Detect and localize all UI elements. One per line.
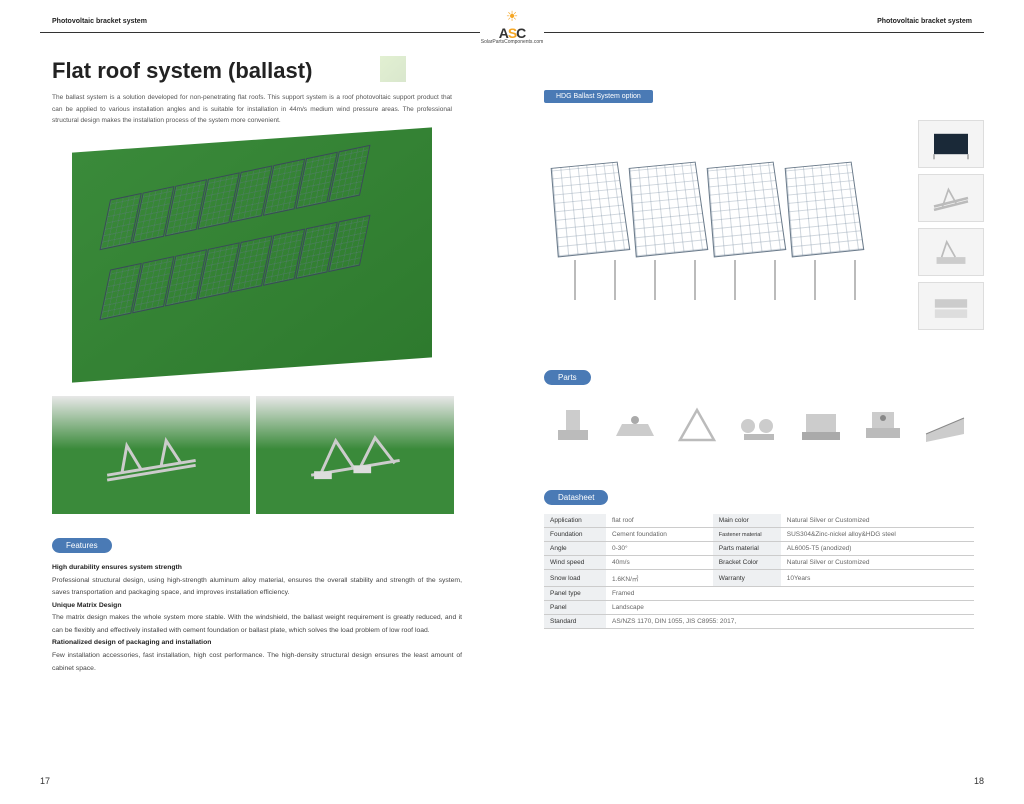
table-row: Wind speed 40m/s Bracket Color Natural S… xyxy=(544,556,974,570)
solar-panel-icon xyxy=(380,56,406,82)
hdg-option-label: HDG Ballast System option xyxy=(544,90,653,103)
table-row: Panel type Framed xyxy=(544,587,974,601)
thumbnail-3 xyxy=(918,228,984,276)
thumbnail-2 xyxy=(918,174,984,222)
feature-p1: Professional structural design, using hi… xyxy=(52,577,462,597)
page-number-right: 18 xyxy=(974,776,984,786)
datasheet-table: Application flat roof Main color Natural… xyxy=(544,514,974,629)
intro-paragraph: The ballast system is a solution develop… xyxy=(52,92,452,127)
features-heading-pill: Features xyxy=(52,538,112,553)
table-row: Application flat roof Main color Natural… xyxy=(544,514,974,528)
thumbnail-4 xyxy=(918,282,984,330)
detail-image-left xyxy=(52,396,250,514)
part-clamp xyxy=(544,400,602,452)
table-row: Angle 0-30° Parts material AL6005-T5 (an… xyxy=(544,542,974,556)
parts-heading-pill: Parts xyxy=(544,370,591,385)
feature-p2: The matrix design makes the whole system… xyxy=(52,614,462,634)
feature-h2: Unique Matrix Design xyxy=(52,602,122,609)
table-row: Foundation Cement foundation Fastener ma… xyxy=(544,528,974,542)
table-row: Panel Landscape xyxy=(544,601,974,615)
part-triangle xyxy=(668,400,726,452)
table-row: Standard AS/NZS 1170, DIN 1055, JIS C895… xyxy=(544,615,974,629)
detail-image-right xyxy=(256,396,454,514)
feature-p3: Few installation accessories, fast insta… xyxy=(52,652,462,672)
datasheet-heading-pill: Datasheet xyxy=(544,490,608,505)
page-number-left: 17 xyxy=(40,776,50,786)
feature-h1: High durability ensures system strength xyxy=(52,564,182,571)
main-render-image xyxy=(72,127,432,382)
part-mid-clamp xyxy=(854,400,912,452)
part-mount xyxy=(792,400,850,452)
feature-h3: Rationalized design of packaging and ins… xyxy=(52,639,211,646)
header-text-left: Photovoltaic bracket system xyxy=(52,18,147,25)
header-rule-left xyxy=(40,32,480,33)
parts-row xyxy=(544,396,974,456)
part-rail xyxy=(916,400,974,452)
thumbnail-1 xyxy=(918,120,984,168)
hdg-render-image xyxy=(544,120,904,340)
table-row: Snow load 1.6KN/㎡ Warranty 10Years xyxy=(544,570,974,587)
part-base xyxy=(606,400,664,452)
brand-logo: ☀ ASC SolarPartsComponents.com xyxy=(481,8,544,45)
features-body: High durability ensures system strength … xyxy=(52,562,462,675)
header-text-right: Photovoltaic bracket system xyxy=(877,18,972,25)
part-bolts xyxy=(730,400,788,452)
header-rule-right xyxy=(544,32,984,33)
brand-url: SolarPartsComponents.com xyxy=(481,39,544,45)
thumbnail-column xyxy=(918,120,984,336)
page-title: Flat roof system (ballast) xyxy=(52,58,312,84)
